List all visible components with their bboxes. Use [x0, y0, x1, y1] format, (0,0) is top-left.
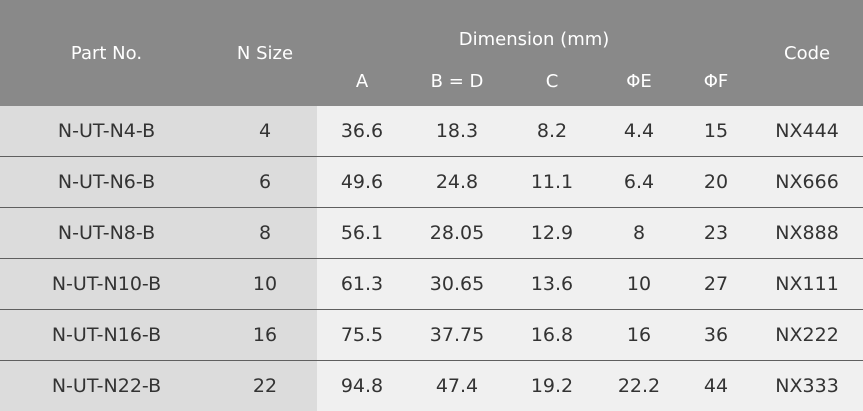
cell-part-no: N-UT-N10-B — [0, 259, 213, 310]
cell-dim-phi-f: 23 — [681, 208, 751, 259]
cell-dim-phi-e: 4.4 — [597, 106, 681, 157]
cell-code: NX444 — [751, 106, 863, 157]
cell-n-size: 22 — [213, 361, 317, 411]
cell-n-size: 16 — [213, 310, 317, 361]
table-row: N-UT-N6-B 6 49.6 24.8 11.1 6.4 20 NX666 — [0, 157, 863, 208]
cell-dim-a: 49.6 — [317, 157, 407, 208]
cell-dim-phi-e: 16 — [597, 310, 681, 361]
cell-dim-c: 19.2 — [507, 361, 597, 411]
cell-part-no: N-UT-N22-B — [0, 361, 213, 411]
table-row: N-UT-N22-B 22 94.8 47.4 19.2 22.2 44 NX3… — [0, 361, 863, 411]
cell-dim-c: 8.2 — [507, 106, 597, 157]
cell-dim-c: 16.8 — [507, 310, 597, 361]
table-row: N-UT-N16-B 16 75.5 37.75 16.8 16 36 NX22… — [0, 310, 863, 361]
table-row: N-UT-N4-B 4 36.6 18.3 8.2 4.4 15 NX444 — [0, 106, 863, 157]
cell-dim-a: 36.6 — [317, 106, 407, 157]
cell-dim-b-d: 30.65 — [407, 259, 507, 310]
cell-dim-phi-e: 8 — [597, 208, 681, 259]
cell-dim-phi-e: 10 — [597, 259, 681, 310]
cell-part-no: N-UT-N4-B — [0, 106, 213, 157]
header-dim-b-d: B = D — [407, 56, 507, 106]
cell-n-size: 8 — [213, 208, 317, 259]
cell-part-no: N-UT-N8-B — [0, 208, 213, 259]
header-dim-phi-e: ΦE — [597, 56, 681, 106]
cell-dim-c: 11.1 — [507, 157, 597, 208]
cell-dim-phi-f: 27 — [681, 259, 751, 310]
cell-code: NX333 — [751, 361, 863, 411]
cell-dim-b-d: 24.8 — [407, 157, 507, 208]
header-dim-phi-f: ΦF — [681, 56, 751, 106]
cell-dim-a: 75.5 — [317, 310, 407, 361]
cell-dim-phi-e: 6.4 — [597, 157, 681, 208]
cell-n-size: 6 — [213, 157, 317, 208]
cell-dim-phi-f: 20 — [681, 157, 751, 208]
cell-code: NX888 — [751, 208, 863, 259]
cell-dim-a: 56.1 — [317, 208, 407, 259]
cell-dim-c: 13.6 — [507, 259, 597, 310]
cell-dim-phi-f: 44 — [681, 361, 751, 411]
cell-part-no: N-UT-N16-B — [0, 310, 213, 361]
header-n-size: N Size — [213, 0, 317, 106]
cell-dim-phi-f: 36 — [681, 310, 751, 361]
cell-dim-b-d: 28.05 — [407, 208, 507, 259]
header-code: Code — [751, 0, 863, 106]
cell-dim-a: 61.3 — [317, 259, 407, 310]
cell-n-size: 10 — [213, 259, 317, 310]
header-dim-c: C — [507, 56, 597, 106]
cell-dim-phi-f: 15 — [681, 106, 751, 157]
table-row: N-UT-N10-B 10 61.3 30.65 13.6 10 27 NX11… — [0, 259, 863, 310]
header-dim-a: A — [317, 56, 407, 106]
table-row: N-UT-N8-B 8 56.1 28.05 12.9 8 23 NX888 — [0, 208, 863, 259]
cell-dim-b-d: 18.3 — [407, 106, 507, 157]
cell-dim-b-d: 37.75 — [407, 310, 507, 361]
cell-code: NX222 — [751, 310, 863, 361]
cell-dim-c: 12.9 — [507, 208, 597, 259]
header-part-no: Part No. — [0, 0, 213, 106]
header-dimension-group: Dimension (mm) — [317, 0, 751, 56]
cell-part-no: N-UT-N6-B — [0, 157, 213, 208]
cell-code: NX111 — [751, 259, 863, 310]
header-row: Part No. N Size Dimension (mm) Code — [0, 0, 863, 56]
cell-dim-a: 94.8 — [317, 361, 407, 411]
cell-n-size: 4 — [213, 106, 317, 157]
cell-code: NX666 — [751, 157, 863, 208]
cell-dim-phi-e: 22.2 — [597, 361, 681, 411]
cell-dim-b-d: 47.4 — [407, 361, 507, 411]
